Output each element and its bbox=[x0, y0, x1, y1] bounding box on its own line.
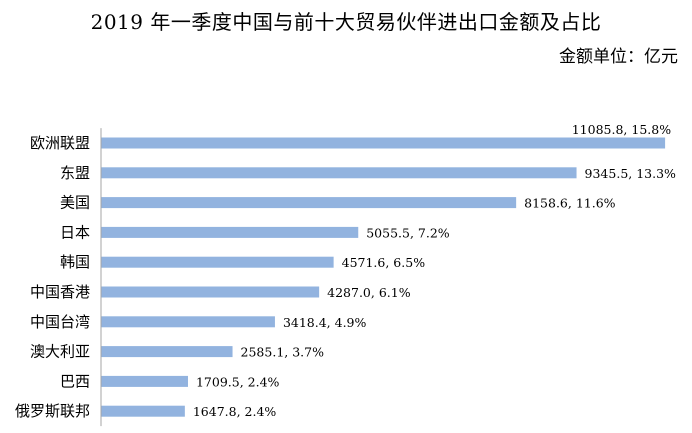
data-label: 5055.5, 7.2% bbox=[366, 225, 450, 240]
category-label: 日本 bbox=[60, 223, 90, 241]
category-label: 欧洲联盟 bbox=[30, 134, 90, 152]
category-label: 俄罗斯联邦 bbox=[15, 402, 90, 420]
data-label: 11085.8, 15.8% bbox=[572, 122, 671, 137]
category-label: 中国香港 bbox=[30, 283, 90, 301]
bar bbox=[101, 137, 666, 149]
bar bbox=[101, 375, 188, 387]
bar bbox=[101, 226, 359, 238]
data-label: 4287.0, 6.1% bbox=[327, 285, 411, 300]
data-label: 2585.1, 3.7% bbox=[241, 345, 325, 360]
bar bbox=[101, 346, 233, 358]
data-label: 1709.5, 2.4% bbox=[196, 374, 280, 389]
category-label: 韩国 bbox=[60, 253, 90, 271]
data-label: 8158.6, 11.6% bbox=[524, 196, 616, 211]
category-label: 东盟 bbox=[60, 164, 90, 182]
category-label: 中国台湾 bbox=[30, 313, 90, 331]
bar bbox=[101, 316, 275, 328]
bar bbox=[101, 405, 185, 417]
category-label: 美国 bbox=[60, 194, 90, 212]
data-label: 4571.6, 6.5% bbox=[342, 255, 426, 270]
bar bbox=[101, 286, 320, 298]
chart-title: 2019 年一季度中国与前十大贸易伙伴进出口金额及占比 bbox=[90, 10, 602, 34]
labels-layer: 欧洲联盟 11085.8, 15.8% 东盟 9345.5, 13.3% 美国 8158.… bbox=[15, 122, 676, 420]
bar bbox=[101, 167, 577, 179]
bar bbox=[101, 197, 517, 209]
data-label: 3418.4, 4.9% bbox=[283, 315, 367, 330]
data-label: 1647.8, 2.4% bbox=[193, 404, 277, 419]
bars-layer bbox=[101, 137, 666, 417]
unit-label: 金额单位：亿元 bbox=[559, 47, 678, 67]
category-label: 澳大利亚 bbox=[30, 343, 90, 361]
bar bbox=[101, 256, 334, 268]
category-label: 巴西 bbox=[60, 372, 90, 390]
data-label: 9345.5, 13.3% bbox=[585, 166, 677, 181]
